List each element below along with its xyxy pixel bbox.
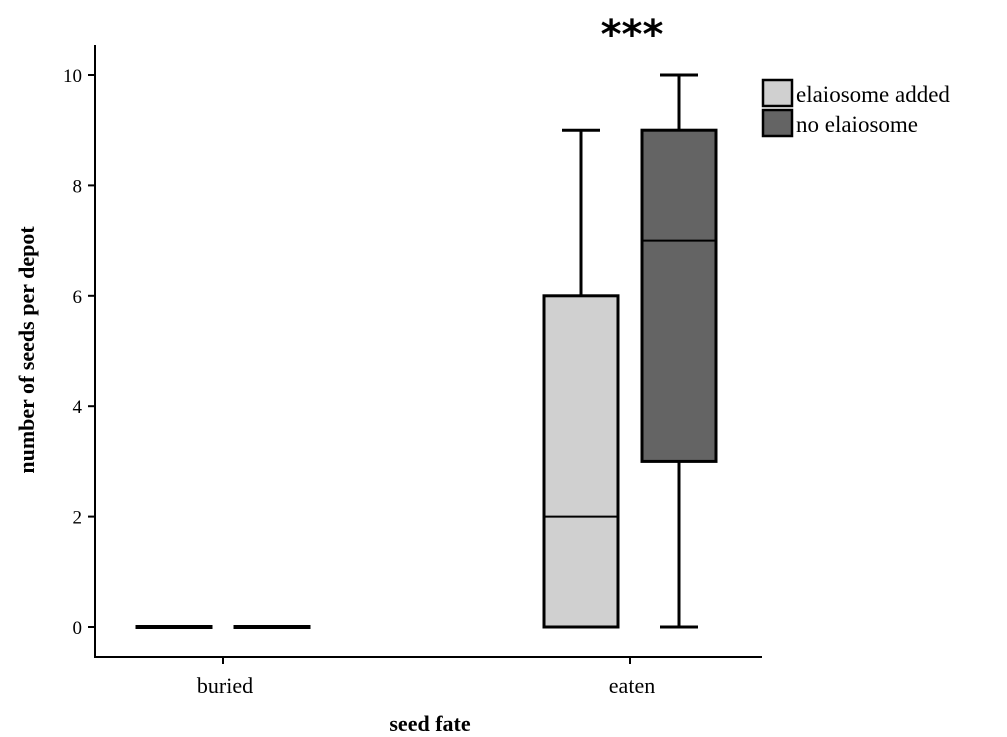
- y-ticks: 0 2 4 6 8 10: [63, 66, 95, 639]
- legend-swatch: [761, 108, 794, 138]
- box-buried-no-elaiosome: [233, 625, 311, 629]
- box-iqr: [542, 294, 620, 629]
- y-tick-label: 0: [73, 618, 83, 639]
- legend-label: no elaiosome: [796, 112, 918, 137]
- y-tick-label: 10: [63, 66, 82, 87]
- box-buried-elaiosome-added: [135, 625, 213, 629]
- x-category-label: eaten: [609, 673, 655, 698]
- x-categories: buried eaten: [197, 657, 655, 698]
- legend-label: elaiosome added: [796, 82, 950, 107]
- box-eaten-elaiosome-added: [542, 128, 620, 629]
- y-tick-label: 6: [73, 287, 83, 308]
- y-tick-label: 2: [73, 508, 83, 529]
- significance-annotation: ***: [601, 12, 664, 58]
- legend-swatch: [761, 78, 794, 108]
- x-category-label: buried: [197, 673, 253, 698]
- y-tick-label: 4: [73, 397, 83, 418]
- x-axis-title: seed fate: [389, 711, 470, 736]
- plot-area: [135, 73, 718, 629]
- box-eaten-no-elaiosome: [640, 73, 718, 629]
- box-iqr: [640, 128, 718, 463]
- legend: elaiosome added no elaiosome: [761, 78, 950, 138]
- y-tick-label: 8: [73, 176, 83, 197]
- y-axis-title: number of seeds per depot: [14, 226, 39, 474]
- axes: [94, 45, 762, 658]
